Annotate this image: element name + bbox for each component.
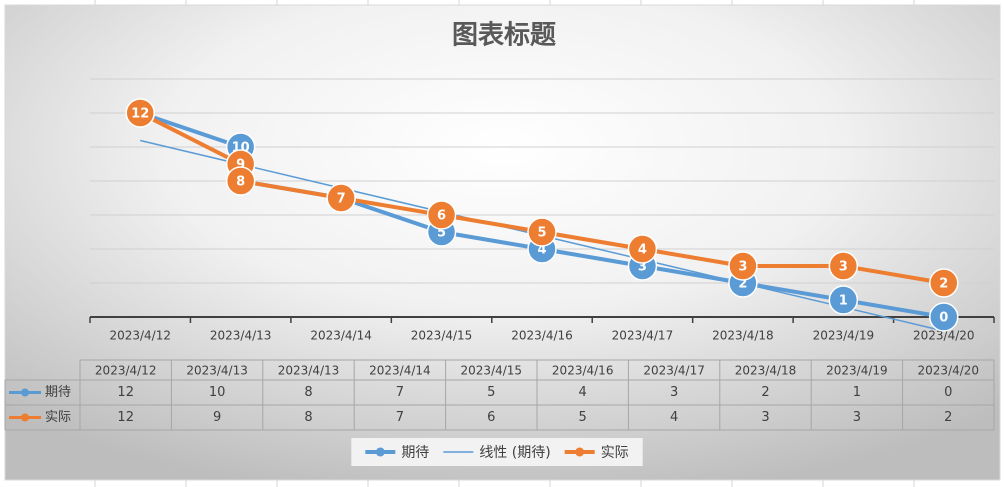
data-label: 5 (437, 226, 446, 241)
data-label: 2 (738, 277, 747, 292)
table-header: 2023/4/14 (369, 364, 431, 378)
data-table: 2023/4/12 2023/4/13 2023/4/13 2023/4/14 2023… (4, 359, 995, 431)
data-label: 8 (236, 175, 245, 190)
x-tick-label: 2023/4/20 (913, 329, 975, 343)
legend-label: 实际 (601, 445, 629, 461)
marker (929, 268, 959, 298)
data-label: 1 (839, 294, 848, 309)
marker (426, 200, 457, 230)
marker (828, 285, 859, 315)
table-cell: 2 (944, 410, 952, 425)
sheet-grid (94, 0, 915, 487)
legend-label: 期待 (401, 445, 429, 461)
table-row-label: 期待 (45, 385, 71, 400)
table-cell: 2 (761, 385, 769, 400)
data-label: 6 (437, 209, 446, 224)
table-cell: 3 (670, 385, 678, 400)
legend-label: 线性 (期待) (479, 445, 550, 461)
data-label: 9 (236, 158, 245, 173)
legend-key-marker (575, 447, 585, 457)
marker (828, 251, 859, 281)
table-cell: 10 (209, 385, 226, 400)
data-label: 0 (939, 311, 948, 326)
x-tick-label: 2023/4/15 (411, 329, 473, 343)
data-label: 5 (537, 226, 546, 241)
table-header: 2023/4/18 (735, 364, 797, 378)
table-header: 2023/4/20 (918, 364, 980, 378)
table-key-marker (21, 388, 29, 397)
table-cell: 4 (579, 385, 587, 400)
x-tick-label: 2023/4/13 (210, 329, 272, 343)
marker (527, 217, 557, 247)
table-cell: 12 (117, 410, 134, 425)
table-header: 2023/4/13 (278, 364, 340, 378)
x-tick-label: 2023/4/14 (310, 329, 372, 343)
table-cell: 12 (117, 385, 134, 400)
table-row-label: 实际 (45, 410, 71, 425)
data-label: 4 (638, 243, 647, 258)
data-label: 3 (839, 260, 848, 275)
table-header: 2023/4/15 (461, 364, 523, 378)
data-label: 3 (638, 260, 647, 275)
table-header: 2023/4/12 (95, 364, 157, 378)
marker (728, 251, 758, 281)
marker (326, 183, 356, 213)
legend-item: 期待 (365, 445, 429, 461)
table-cell: 0 (944, 385, 952, 400)
data-label: 4 (537, 243, 546, 258)
table-cell: 3 (761, 410, 769, 425)
x-tick-label: 2023/4/17 (612, 329, 674, 343)
table-cell: 7 (396, 410, 404, 425)
x-tick-label: 2023/4/12 (109, 329, 171, 343)
marker (125, 98, 155, 128)
data-label: 2 (939, 277, 948, 292)
table-header: 2023/4/17 (643, 364, 705, 378)
table-cell: 7 (396, 385, 404, 400)
table-header: 2023/4/13 (186, 364, 248, 378)
marker (929, 302, 959, 332)
legend: 期待 线性 (期待) 实际 (351, 438, 643, 466)
x-tick-label: 2023/4/19 (813, 329, 875, 343)
legend-item: 实际 (564, 445, 629, 461)
data-label: 3 (738, 260, 747, 275)
x-tick-label: 2023/4/18 (712, 329, 774, 343)
marker (225, 166, 256, 196)
table-key-marker (21, 413, 29, 422)
table-cell: 3 (853, 410, 861, 425)
legend-item: 线性 (期待) (443, 445, 551, 461)
legend-key-marker (375, 447, 385, 457)
data-label: 7 (337, 192, 346, 207)
table-header: 2023/4/19 (826, 364, 888, 378)
x-tick-label: 2023/4/16 (511, 329, 573, 343)
table-cell: 4 (670, 410, 678, 425)
table-cell: 9 (213, 410, 221, 425)
table-cell: 1 (853, 385, 861, 400)
table-cell: 5 (487, 385, 495, 400)
table-cell: 5 (579, 410, 587, 425)
data-label: 12 (131, 107, 149, 122)
table-header: 2023/4/16 (552, 364, 614, 378)
table-cell: 6 (487, 410, 495, 425)
marker (627, 234, 658, 264)
chart-title: 图表标题 (452, 21, 556, 51)
table-cell: 8 (304, 410, 312, 425)
table-cell: 8 (304, 385, 312, 400)
